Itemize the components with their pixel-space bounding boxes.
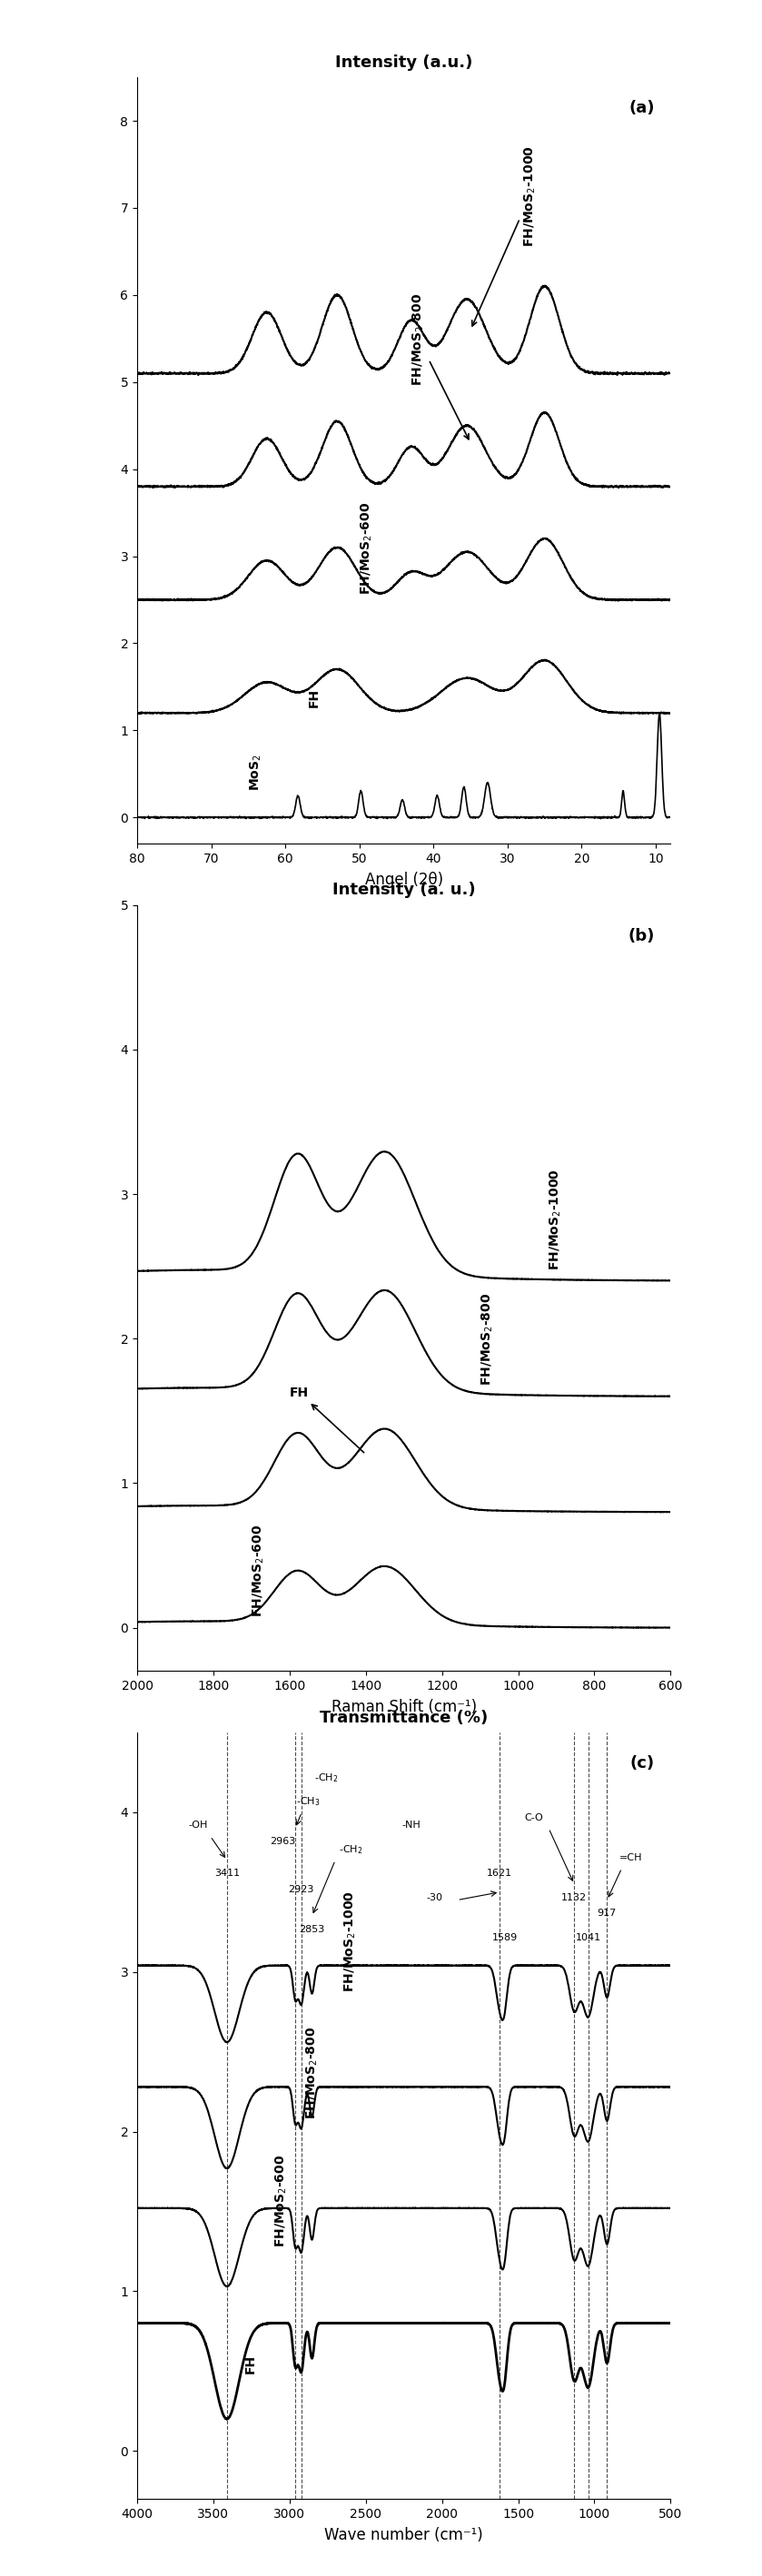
- X-axis label: Wave number (cm⁻¹): Wave number (cm⁻¹): [325, 2527, 483, 2543]
- Text: C-O: C-O: [524, 1814, 543, 1821]
- Text: FH: FH: [244, 2354, 257, 2372]
- Text: 2853: 2853: [299, 1924, 325, 1935]
- Text: (a): (a): [629, 100, 655, 116]
- Text: 1621: 1621: [487, 1868, 513, 1878]
- X-axis label: Angel (2θ): Angel (2θ): [365, 871, 443, 889]
- Text: FH/MoS$_2$-800: FH/MoS$_2$-800: [480, 1293, 495, 1386]
- Text: FH/MoS$_2$-1000: FH/MoS$_2$-1000: [472, 144, 537, 327]
- Text: 917: 917: [597, 1909, 616, 1919]
- Text: FH/MoS$_2$-800: FH/MoS$_2$-800: [305, 2027, 320, 2120]
- Text: -30: -30: [426, 1893, 443, 1901]
- Text: -CH$_2$: -CH$_2$: [338, 1842, 363, 1855]
- Text: FH: FH: [308, 688, 320, 706]
- Text: 1041: 1041: [575, 1932, 601, 1942]
- Text: 3411: 3411: [214, 1868, 240, 1878]
- Text: FH/MoS$_2$-600: FH/MoS$_2$-600: [360, 502, 374, 595]
- Title: Intensity (a. u.): Intensity (a. u.): [332, 881, 475, 899]
- Text: 2923: 2923: [288, 1886, 314, 1893]
- Text: (c): (c): [630, 1754, 655, 1772]
- X-axis label: Raman Shift (cm⁻¹): Raman Shift (cm⁻¹): [331, 1700, 476, 1716]
- Text: -OH: -OH: [188, 1821, 208, 1829]
- Text: FH/MoS$_2$-1000: FH/MoS$_2$-1000: [549, 1170, 564, 1270]
- Title: Transmittance (%): Transmittance (%): [320, 1710, 488, 1726]
- Text: (b): (b): [628, 927, 655, 945]
- Text: 1589: 1589: [491, 1932, 517, 1942]
- Text: FH/MoS$_2$-800: FH/MoS$_2$-800: [411, 294, 469, 440]
- Text: FH/MoS$_2$-600: FH/MoS$_2$-600: [274, 2154, 290, 2246]
- Text: -CH$_2$: -CH$_2$: [314, 1772, 338, 1783]
- Text: FH: FH: [290, 1386, 364, 1453]
- Text: MoS$_2$: MoS$_2$: [248, 755, 263, 791]
- Text: -NH: -NH: [402, 1821, 421, 1829]
- Text: FH/MoS$_2$-600: FH/MoS$_2$-600: [251, 1525, 267, 1618]
- Text: -CH$_3$: -CH$_3$: [296, 1795, 320, 1808]
- Text: FH/MoS$_2$-1000: FH/MoS$_2$-1000: [343, 1891, 358, 1991]
- Title: Intensity (a.u.): Intensity (a.u.): [335, 54, 472, 70]
- Text: 1132: 1132: [562, 1893, 587, 1901]
- Text: 2963: 2963: [270, 1837, 295, 1847]
- Text: =CH: =CH: [620, 1852, 642, 1862]
